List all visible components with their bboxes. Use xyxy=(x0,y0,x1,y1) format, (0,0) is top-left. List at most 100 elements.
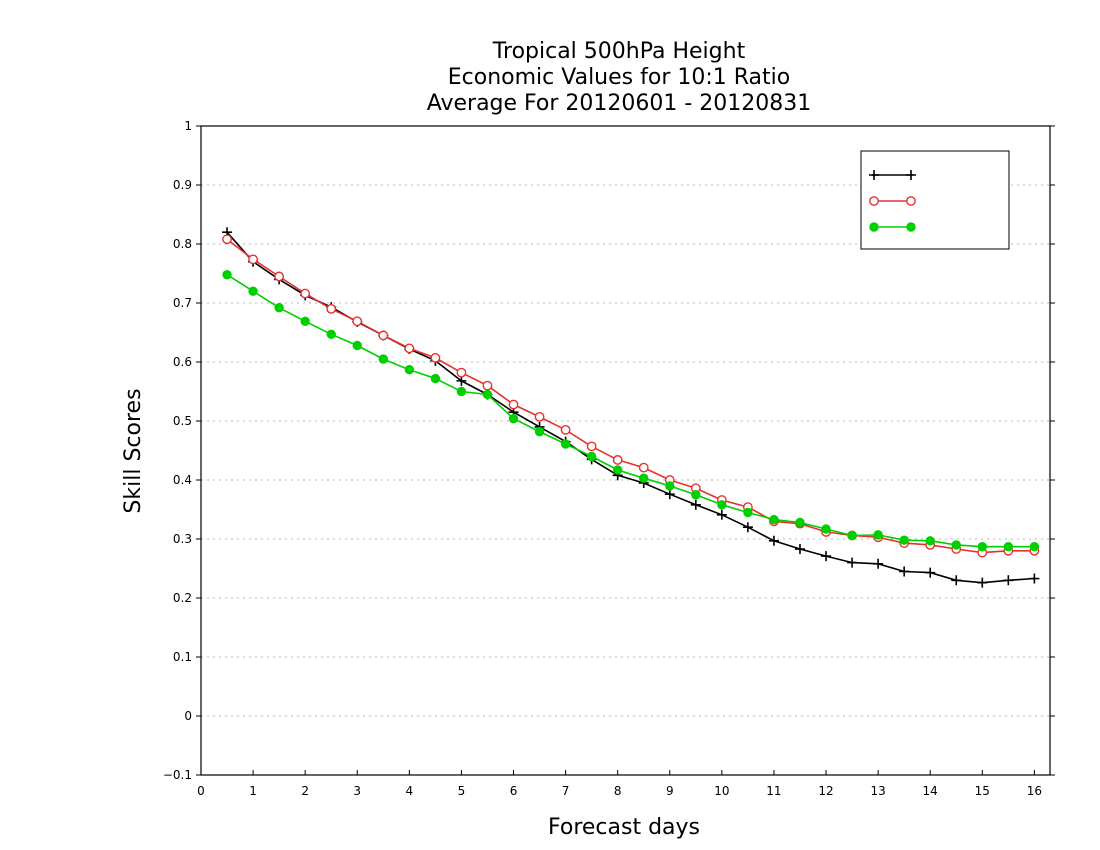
data-point xyxy=(222,234,232,245)
data-point xyxy=(430,352,441,363)
x-tick-label: 4 xyxy=(406,784,414,798)
x-tick-label: 3 xyxy=(353,784,361,798)
data-point xyxy=(1029,573,1040,584)
chart-title: Tropical 500hPa Height Economic Values f… xyxy=(427,39,812,116)
data-point xyxy=(925,536,935,546)
y-tick-label: 0 xyxy=(184,709,192,723)
legend-marker xyxy=(906,170,916,180)
data-point xyxy=(977,541,987,552)
data-point xyxy=(560,439,571,449)
data-point xyxy=(534,411,545,422)
y-tick-label: 0.3 xyxy=(173,532,192,546)
x-axis-ticks: 0 1 2 3 4 5 6 7 8 9 10 11 12 13 14 15 16 xyxy=(197,770,1042,798)
x-tick-label: 16 xyxy=(1027,784,1042,798)
data-point xyxy=(508,413,519,424)
x-tick-label: 11 xyxy=(766,784,781,798)
legend xyxy=(860,150,1010,250)
data-point xyxy=(326,303,337,314)
data-point xyxy=(534,426,545,437)
legend-box xyxy=(860,150,1010,250)
y-tick-label: 0.6 xyxy=(173,355,192,369)
data-point xyxy=(1003,575,1014,586)
data-point xyxy=(248,254,258,265)
data-point xyxy=(899,566,910,577)
data-point xyxy=(821,524,831,534)
data-point xyxy=(378,330,389,341)
data-point xyxy=(794,544,805,555)
data-point xyxy=(873,530,883,540)
data-point xyxy=(742,522,753,533)
data-point xyxy=(717,500,727,510)
data-point xyxy=(690,499,701,510)
series-1 xyxy=(222,227,1040,588)
series-3 xyxy=(222,269,1040,552)
series-layer xyxy=(222,227,1040,588)
title-line-3: Average For 20120601 - 20120831 xyxy=(427,91,812,116)
data-point xyxy=(665,481,675,491)
x-tick-label: 8 xyxy=(614,784,622,798)
data-point xyxy=(638,462,649,473)
x-tick-label: 7 xyxy=(562,784,570,798)
y-tick-label: 1 xyxy=(184,119,192,133)
x-axis-label: Forecast days xyxy=(548,815,700,840)
y-tick-label: 0.7 xyxy=(173,296,192,310)
data-point xyxy=(482,389,493,400)
data-point xyxy=(300,288,311,299)
x-tick-label: 0 xyxy=(197,784,205,798)
y-tick-label: 0.4 xyxy=(173,473,192,487)
series-2 xyxy=(222,234,1040,558)
data-point xyxy=(1029,541,1040,552)
data-point xyxy=(560,424,571,435)
y-tick-label: 0.1 xyxy=(173,650,192,664)
data-point xyxy=(795,517,805,528)
x-tick-label: 1 xyxy=(249,784,257,798)
data-point xyxy=(508,399,519,410)
y-axis-ticks: −0.1 0 0.1 0.2 0.3 0.4 0.5 0.6 0.7 0.8 0.9 1 xyxy=(163,119,1055,782)
data-point xyxy=(716,509,727,520)
x-tick-label: 15 xyxy=(975,784,990,798)
data-point xyxy=(925,567,936,578)
x-tick-label: 5 xyxy=(458,784,466,798)
x-tick-label: 14 xyxy=(923,784,938,798)
data-point xyxy=(586,451,597,462)
data-point xyxy=(274,271,285,282)
data-point xyxy=(274,303,284,313)
gridlines xyxy=(201,184,1050,717)
data-point xyxy=(404,343,415,354)
data-point xyxy=(769,514,779,525)
legend-marker xyxy=(869,196,879,206)
data-point xyxy=(352,316,363,327)
y-axis-label: Skill Scores xyxy=(121,388,146,513)
data-point xyxy=(352,340,362,351)
data-point xyxy=(222,269,232,280)
x-tick-label: 13 xyxy=(870,784,885,798)
legend-marker xyxy=(906,196,916,206)
data-point xyxy=(586,441,597,452)
data-point xyxy=(743,507,753,518)
data-point xyxy=(430,373,441,384)
data-point xyxy=(404,364,415,375)
x-tick-label: 10 xyxy=(714,784,729,798)
data-point xyxy=(847,530,857,541)
data-point xyxy=(248,286,258,296)
data-point xyxy=(456,386,467,397)
legend-marker xyxy=(906,222,916,232)
axes xyxy=(200,125,1051,776)
data-point xyxy=(326,329,336,339)
data-point xyxy=(847,557,858,568)
legend-marker xyxy=(869,170,879,180)
data-point xyxy=(951,575,962,586)
data-point xyxy=(300,316,310,326)
data-point xyxy=(873,558,884,569)
plot-frame xyxy=(200,125,1051,776)
data-point xyxy=(456,367,467,378)
x-tick-label: 6 xyxy=(510,784,518,798)
data-point xyxy=(639,473,649,483)
legend-marker xyxy=(869,222,879,232)
title-line-1: Tropical 500hPa Height xyxy=(492,39,746,64)
data-point xyxy=(378,354,389,364)
series-line xyxy=(226,231,1035,584)
data-point xyxy=(612,455,623,465)
y-tick-label: 0.2 xyxy=(173,591,192,605)
